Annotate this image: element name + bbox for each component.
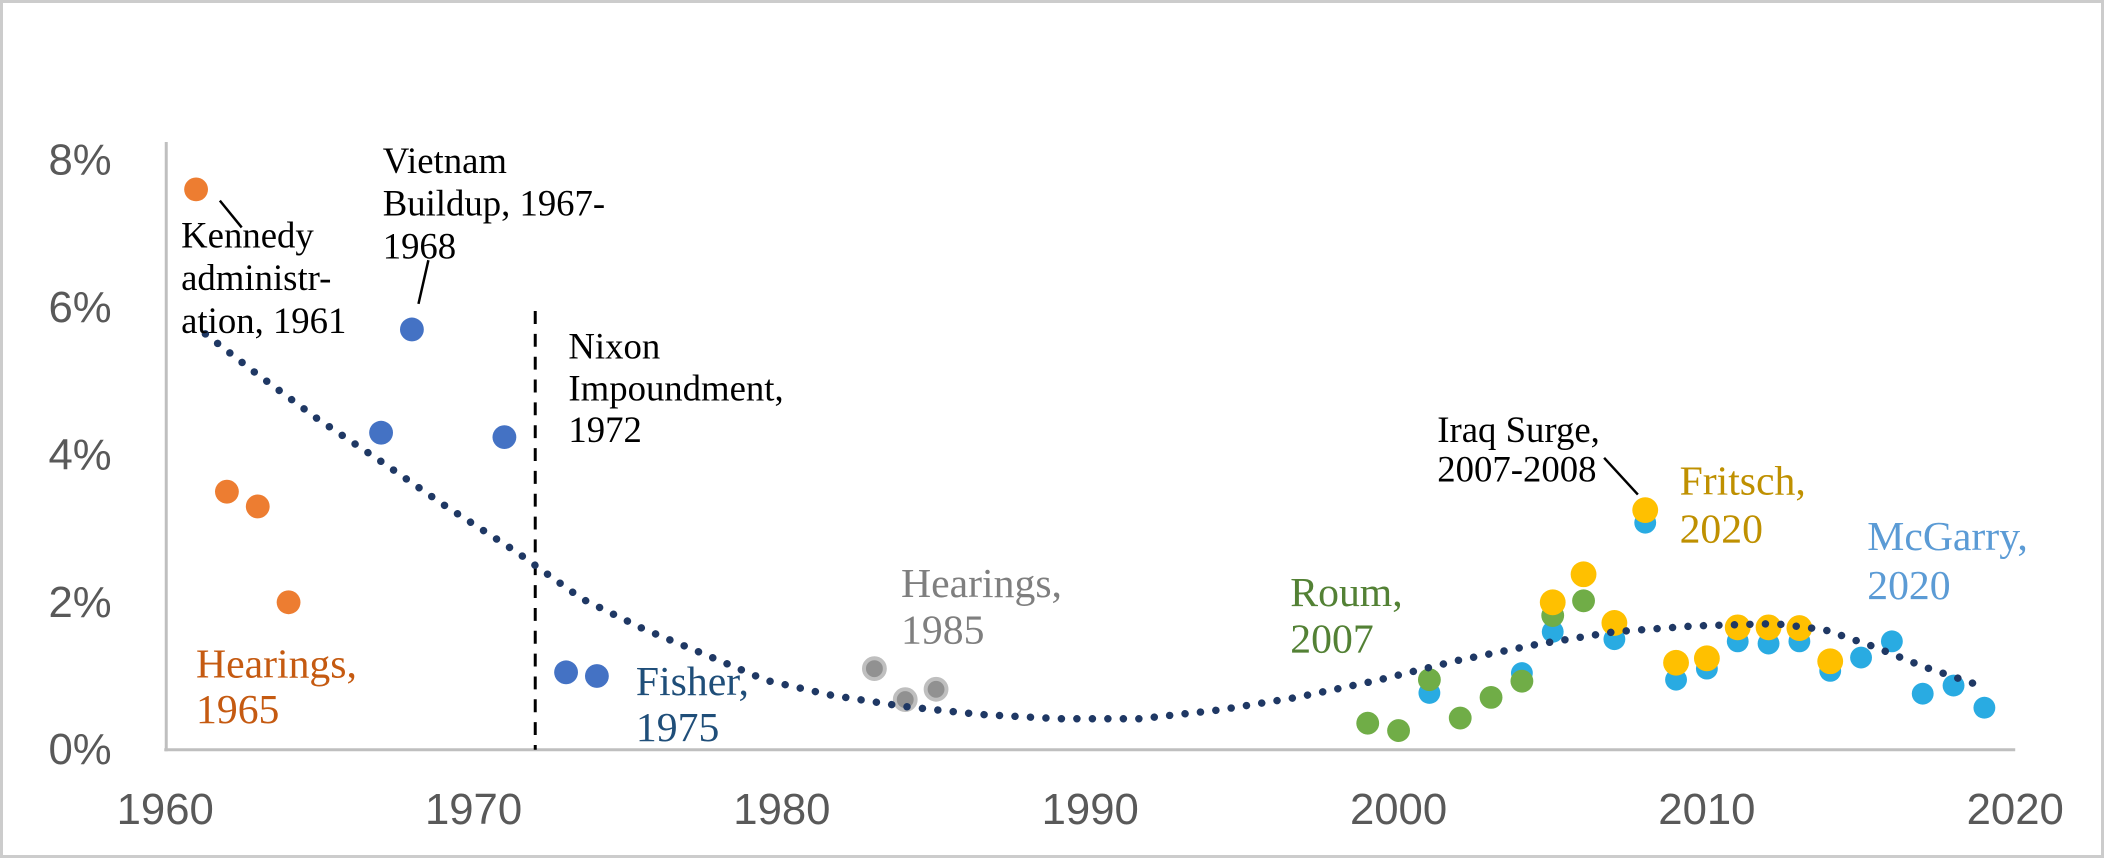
fritsch-2020-point (1663, 649, 1689, 676)
annotation-text-mcgarry-2020-label: McGarry, 2020 (1867, 514, 2028, 609)
fritsch-2020-point (1724, 614, 1751, 641)
roum-2007-point (1387, 719, 1410, 742)
annotation-line: 1972 (568, 409, 641, 450)
annotation-kennedy: Kennedy administr-ation, 1961 (181, 199, 346, 340)
annotation-line: Roum, (1290, 570, 1402, 616)
x-tick-label: 2000 (1350, 785, 1447, 834)
annotation-line: 2020 (1680, 506, 1763, 552)
hearings-1965-point (245, 494, 270, 519)
x-tick-label: 1960 (117, 785, 214, 834)
fritsch-2020-point (1817, 648, 1844, 675)
fritsch-2020-point (1601, 610, 1628, 636)
annotation-roum-2007-label: Roum, 2007 (1290, 570, 1402, 663)
annotation-line: Kennedy (181, 214, 314, 255)
series-hearings-1985 (861, 656, 949, 713)
fisher-1975-point (369, 420, 393, 445)
annotation-callout-iraq-surge (1603, 456, 1639, 496)
hearings-1965-point (214, 479, 239, 504)
hearings-1965-point (184, 177, 208, 202)
annotation-text-hearings-1965-label: Hearings, 1965 (196, 641, 357, 733)
series-hearings-1965 (184, 177, 301, 615)
mcgarry-2020-point (1850, 646, 1872, 669)
x-tick-label: 1970 (425, 785, 522, 834)
roum-2007-point (1479, 685, 1503, 709)
roum-2007-point (1510, 669, 1534, 693)
y-tick-label: 4% (48, 430, 111, 479)
annotation-text-fisher-1975-label: Fisher, 1975 (636, 659, 749, 751)
fisher-1975-point (584, 664, 609, 688)
annotation-vietnam: Vietnam Buildup, 1967-1968 (383, 139, 605, 305)
y-tick-label: 8% (48, 135, 111, 184)
annotation-line: 1975 (636, 705, 719, 751)
fritsch-2020-point (1632, 497, 1659, 524)
annotation-line: Iraq Surge, (1437, 409, 1600, 450)
mcgarry-2020-point (1541, 620, 1564, 643)
annotation-line: 2007-2008 (1437, 448, 1596, 489)
annotation-line: McGarry, (1867, 514, 2028, 560)
annotation-fisher-1975-label: Fisher, 1975 (636, 659, 749, 751)
annotation-line: Impoundment, (568, 367, 783, 408)
annotation-nixon: Nixon Impoundment, 1972 (568, 325, 783, 449)
y-tick-label: 6% (48, 283, 111, 332)
scatter-chart-svg: 8% 6% 4% 2% 0%1960 1970 1980 1990 2000 2010 2020 Ke… (48, 135, 2064, 834)
roum-2007-point (1356, 711, 1380, 735)
fritsch-2020-point (1570, 561, 1597, 588)
annotation-line: Fisher, (636, 659, 749, 705)
fisher-1975-point (492, 425, 517, 450)
x-tick-label: 2010 (1658, 785, 1755, 834)
roum-2007-point (1448, 706, 1472, 730)
annotation-line: administr- (181, 257, 331, 298)
annotation-line: Buildup, 1967- (383, 182, 605, 223)
fisher-1975-point (554, 660, 578, 685)
annotation-callout-kennedy (218, 199, 243, 229)
annotation-line: 1968 (383, 225, 456, 266)
mcgarry-2020-point (1880, 630, 1903, 653)
hearings-1965-point (276, 590, 301, 615)
annotation-text-iraq-surge: Iraq Surge, 2007-2008 (1437, 409, 1600, 490)
trendline-dotted (201, 330, 1989, 723)
roum-2007-point (1417, 668, 1441, 692)
fritsch-2020-point (1539, 589, 1566, 616)
roum-2007-point (1572, 589, 1595, 613)
x-tick-label: 2020 (1967, 785, 2064, 834)
annotation-line: 2007 (1290, 617, 1373, 663)
x-tick-label: 1980 (733, 785, 830, 834)
annotation-text-kennedy: Kennedy administr-ation, 1961 (181, 214, 346, 340)
annotation-mcgarry-2020-label: McGarry, 2020 (1867, 514, 2028, 609)
hearings-1985-point (861, 656, 887, 682)
annotation-line: Fritsch, (1680, 459, 1806, 505)
annotation-line: 2020 (1867, 563, 1950, 609)
annotation-line: Nixon (568, 325, 660, 366)
mcgarry-2020-point (1973, 696, 1996, 719)
annotation-line: Hearings, (901, 561, 1062, 607)
mcgarry-2020-point (1911, 682, 1934, 705)
fritsch-2020-point (1755, 614, 1782, 641)
annotation-fritsch-2020-label: Fritsch, 2020 (1680, 459, 1806, 553)
annotation-text-roum-2007-label: Roum, 2007 (1290, 570, 1402, 663)
y-tick-label: 2% (48, 578, 111, 627)
fisher-1975-point (399, 317, 424, 342)
annotation-text-hearings-1985-label: Hearings, 1985 (901, 561, 1062, 654)
annotation-text-fritsch-2020-label: Fritsch, 2020 (1680, 459, 1806, 553)
annotation-line: Hearings, (196, 641, 357, 687)
annotation-line: 1985 (901, 608, 984, 654)
series-fisher-1975 (369, 317, 609, 688)
hearings-1985-point (923, 676, 949, 702)
annotation-hearings-1985-label: Hearings, 1985 (901, 561, 1062, 654)
fritsch-2020-point (1693, 645, 1720, 672)
annotation-callout-vietnam (417, 259, 430, 305)
annotation-line: ation, 1961 (181, 299, 346, 340)
x-tick-label: 1990 (1042, 785, 1139, 834)
series-fritsch-2020 (1539, 497, 1844, 676)
annotation-line: 1965 (196, 687, 279, 733)
annotation-text-nixon: Nixon Impoundment, 1972 (568, 325, 783, 449)
annotation-iraq-surge: Iraq Surge, 2007-2008 (1437, 409, 1639, 496)
annotation-line: Vietnam (383, 139, 507, 180)
annotation-text-vietnam: Vietnam Buildup, 1967-1968 (383, 139, 605, 265)
annotation-hearings-1965-label: Hearings, 1965 (196, 641, 357, 733)
y-tick-label: 0% (48, 725, 111, 774)
